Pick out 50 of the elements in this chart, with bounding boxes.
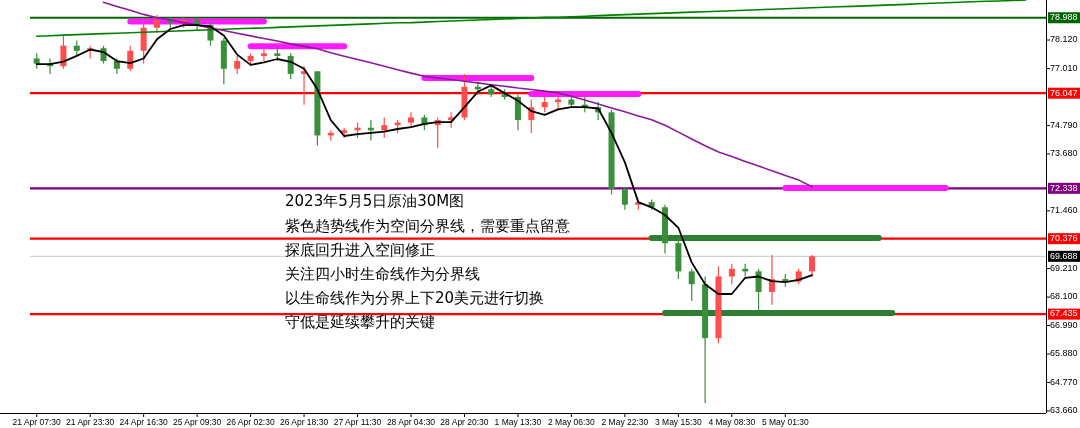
y-tick-label: 65.880 <box>1050 348 1078 359</box>
annotation: 以生命线作为分界上下20美元进行切换 <box>285 289 545 307</box>
ref-line-label: 72.338 <box>1050 182 1078 193</box>
candlestick <box>688 268 695 302</box>
ref-line-label: 67.435 <box>1050 308 1078 319</box>
line-series <box>102 1 813 188</box>
candlestick <box>514 93 521 131</box>
x-tick-label: 21 Apr 07:30 <box>12 417 62 427</box>
x-tick-label: 25 Apr 09:30 <box>173 417 222 427</box>
y-tick-label: 63.660 <box>1050 405 1078 416</box>
x-tick-label: 28 Apr 04:30 <box>386 417 436 427</box>
annotation: 守低是延续攀升的关键 <box>285 313 435 331</box>
candlestick <box>728 263 735 285</box>
y-tick-label: 74.790 <box>1050 119 1078 130</box>
ref-line-label: 69.688 <box>1050 250 1078 261</box>
x-tick-label: 2 May 22:30 <box>601 417 649 427</box>
y-tick-label: 77.010 <box>1050 62 1078 73</box>
x-tick-label: 4 May 08:30 <box>708 417 756 427</box>
text: 2023年5月5日原油30M图 <box>285 192 465 210</box>
x-tick-label: 24 Apr 16:30 <box>119 417 168 427</box>
x-tick-label: 5 May 01:30 <box>761 417 809 427</box>
annotation: 探底回升进入空间修正 <box>285 241 435 259</box>
x-tick-label: 3 May 15:30 <box>654 417 703 427</box>
y-tick-label: 78.120 <box>1050 34 1078 45</box>
y-tick-label: 64.770 <box>1050 376 1078 387</box>
candlestick <box>260 47 267 62</box>
x-tick-label: 1 May 13:30 <box>494 417 542 427</box>
candlestick <box>140 19 147 65</box>
y-tick-label: 68.100 <box>1050 291 1078 302</box>
y-tick-label: 71.460 <box>1050 205 1078 216</box>
x-tick-label: 26 Apr 02:30 <box>226 417 275 427</box>
ref-line-label: 76.047 <box>1050 87 1078 98</box>
candlestick <box>621 186 628 211</box>
x-tick-label: 26 Apr 18:30 <box>279 417 329 427</box>
candlestick <box>381 116 388 139</box>
ref-line-label: 78.988 <box>1050 12 1078 23</box>
x-tick-label: 2 May 06:30 <box>548 417 596 427</box>
x-tick-label: 28 Apr 20:30 <box>440 417 489 427</box>
x-tick-label: 27 Apr 11:30 <box>333 417 382 427</box>
candlestick <box>809 254 816 278</box>
y-tick-label: 73.680 <box>1050 148 1078 159</box>
candlestick <box>448 111 455 129</box>
candlestick <box>755 268 762 311</box>
annotation: 紫色趋势线作为空间分界线，需要重点留意 <box>285 217 570 235</box>
ref-line-label: 70.376 <box>1050 233 1078 244</box>
y-tick-label: 69.210 <box>1050 262 1078 273</box>
annotation: 关注四小时生命线作为分界线 <box>285 265 480 283</box>
y-tick-label: 66.990 <box>1050 319 1078 330</box>
x-tick-label: 21 Apr 23:30 <box>66 417 115 427</box>
candlestick <box>287 52 294 80</box>
